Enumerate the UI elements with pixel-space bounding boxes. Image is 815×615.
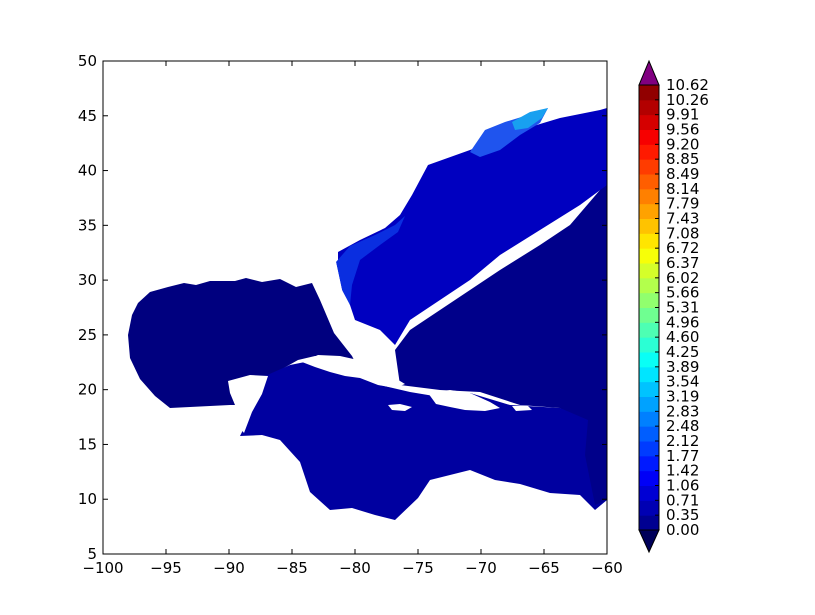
colorbar-segment [639, 308, 659, 323]
colorbar-segment [639, 248, 659, 263]
colorbar-segment [639, 486, 659, 501]
x-tick-label: −90 [213, 559, 245, 577]
colorbar-segment [639, 337, 659, 352]
colorbar-segment [639, 100, 659, 115]
colorbar-segment [639, 219, 659, 234]
x-tick-label: −65 [528, 559, 560, 577]
y-tick-label: 10 [78, 490, 97, 508]
colorbar-segment [639, 233, 659, 248]
y-tick-label: 35 [78, 216, 97, 234]
colorbar-segment [639, 456, 659, 471]
colorbar-segment [639, 130, 659, 145]
colorbar-segment [639, 115, 659, 130]
colorbar-segment [639, 411, 659, 426]
colorbar-extend-max [639, 61, 659, 85]
colorbar-segment [639, 278, 659, 293]
colorbar: 0.000.350.711.061.421.772.122.482.833.19… [639, 61, 709, 552]
x-tick-label: −95 [150, 559, 182, 577]
colorbar-segment [639, 189, 659, 204]
colorbar-segment [639, 293, 659, 308]
y-tick-label: 45 [78, 107, 97, 125]
colorbar-segment [639, 382, 659, 397]
colorbar-segment [639, 426, 659, 441]
colorbar-segment [639, 397, 659, 412]
x-tick-label: −80 [339, 559, 371, 577]
colorbar-extend-min [639, 530, 659, 552]
x-tick-label: −60 [591, 559, 623, 577]
colorbar-segment [639, 263, 659, 278]
y-tick-label: 50 [78, 52, 97, 70]
colorbar-segment [639, 204, 659, 219]
y-tick-label: 30 [78, 271, 97, 289]
colorbar-segment [639, 500, 659, 515]
x-tick-label: −85 [276, 559, 308, 577]
colorbar-segment [639, 441, 659, 456]
colorbar-segment [639, 174, 659, 189]
x-tick-label: −75 [402, 559, 434, 577]
y-tick-label: 25 [78, 326, 97, 344]
colorbar-segment [639, 352, 659, 367]
y-tick-label: 20 [78, 381, 97, 399]
colorbar-segment [639, 85, 659, 100]
x-tick-label: −70 [465, 559, 497, 577]
colorbar-segment [639, 515, 659, 530]
colorbar-segment [639, 367, 659, 382]
y-tick-label: 40 [78, 162, 97, 180]
colorbar-segment [639, 322, 659, 337]
colorbar-segment [639, 159, 659, 174]
y-tick-label: 15 [78, 435, 97, 453]
colorbar-tick-label: 10.62 [666, 76, 709, 94]
colorbar-segment [639, 144, 659, 159]
y-tick-label: 5 [87, 545, 97, 563]
colorbar-segment [639, 471, 659, 486]
